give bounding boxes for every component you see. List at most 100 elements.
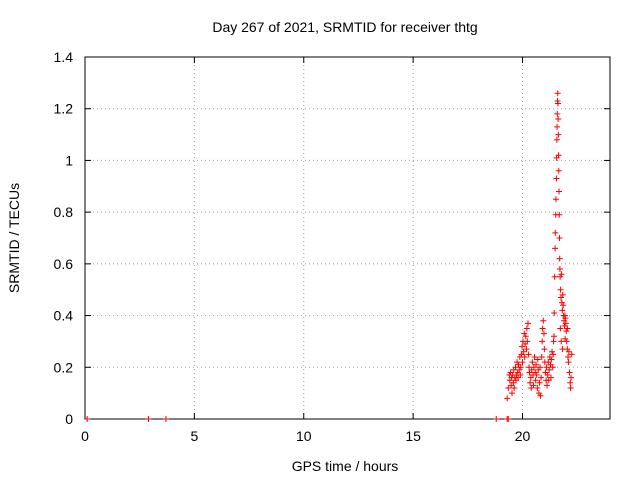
data-point: [568, 351, 575, 358]
data-point: [546, 366, 553, 373]
data-point: [559, 291, 566, 298]
data-point: [517, 372, 524, 379]
data-point: [531, 353, 538, 360]
data-point: [567, 379, 574, 386]
data-point: [547, 374, 554, 381]
data-point: [555, 152, 562, 159]
data-point: [493, 416, 500, 422]
data-point: [537, 392, 544, 399]
data-point: [540, 317, 547, 324]
data-point: [550, 351, 557, 358]
y-tick-label: 0.6: [54, 256, 74, 272]
data-point: [505, 416, 512, 422]
y-tick-label: 0: [65, 411, 73, 427]
data-point: [533, 372, 540, 379]
data-point: [556, 211, 563, 218]
data-point: [523, 346, 530, 353]
data-point: [550, 338, 557, 345]
data-point: [544, 382, 550, 389]
data-point: [565, 353, 571, 360]
data-point: [538, 353, 545, 360]
data-point: [534, 356, 541, 363]
data-point: [539, 325, 546, 332]
x-tick-label: 10: [296, 428, 312, 444]
data-point: [552, 196, 559, 203]
data-point: [554, 90, 561, 97]
data-point: [559, 307, 566, 314]
data-point: [558, 271, 565, 278]
data-point: [533, 361, 540, 368]
data-point: [548, 356, 555, 363]
data-point: [538, 374, 545, 381]
data-point: [162, 416, 169, 422]
data-point: [564, 325, 571, 332]
data-point: [562, 335, 569, 342]
y-tick-label: 0.8: [54, 204, 74, 220]
data-point: [561, 322, 568, 329]
data-point: [555, 167, 562, 174]
data-point: [555, 131, 562, 138]
data-point: [544, 372, 551, 379]
data-point: [552, 245, 559, 252]
data-point: [549, 364, 556, 371]
data-point: [554, 123, 561, 130]
data-point: [551, 273, 558, 280]
data-point: [525, 351, 532, 358]
data-point: [512, 364, 519, 371]
data-point: [511, 384, 518, 391]
data-point: [560, 302, 567, 309]
data-point: [505, 384, 512, 391]
data-point: [536, 379, 543, 386]
data-point: [558, 299, 565, 306]
axis-ticks: 0 5 10 15 20 0 0.2 0.4 0.6 0.8 1 1.2 1.4: [54, 49, 610, 444]
data-point: [523, 325, 530, 332]
data-point: [554, 110, 561, 117]
data-point: [553, 175, 560, 182]
y-tick-label: 1.4: [54, 49, 74, 65]
data-point: [562, 315, 569, 322]
x-axis-label: GPS time / hours: [292, 458, 399, 474]
data-point: [565, 359, 572, 366]
data-point: [556, 266, 563, 273]
chart-title: Day 267 of 2021, SRMTID for receiver tht…: [212, 19, 477, 35]
y-tick-label: 1: [65, 152, 73, 168]
y-tick-label: 1.2: [54, 101, 74, 117]
data-point: [556, 255, 563, 262]
x-tick-label: 5: [190, 428, 198, 444]
data-point: [527, 379, 534, 386]
grid-lines: [85, 57, 610, 419]
data-point: [568, 374, 575, 381]
data-point: [524, 320, 531, 327]
x-tick-label: 0: [81, 428, 89, 444]
data-points: [84, 90, 575, 422]
data-point: [554, 100, 561, 107]
data-point: [529, 359, 536, 366]
y-tick-label: 0.2: [54, 359, 74, 375]
data-point: [557, 325, 564, 332]
data-point: [552, 229, 559, 236]
data-point: [530, 382, 537, 389]
data-point: [549, 348, 556, 355]
x-tick-label: 15: [405, 428, 421, 444]
data-point: [510, 379, 517, 386]
data-point: [532, 377, 539, 384]
data-point: [553, 136, 560, 143]
data-point: [145, 416, 152, 422]
plot-frame: [84, 56, 611, 420]
data-point: [539, 338, 546, 345]
data-point: [519, 343, 526, 350]
data-point: [557, 273, 564, 280]
data-point: [565, 348, 572, 355]
y-tick-label: 0.4: [54, 308, 74, 324]
data-point: [534, 384, 541, 391]
data-point: [556, 188, 563, 195]
data-point: [551, 333, 557, 340]
data-point: [519, 359, 526, 366]
data-point: [541, 346, 548, 353]
data-point: [509, 390, 515, 397]
x-tick-label: 20: [515, 428, 531, 444]
data-point: [520, 348, 527, 355]
data-point: [555, 116, 562, 123]
data-point: [524, 338, 531, 345]
